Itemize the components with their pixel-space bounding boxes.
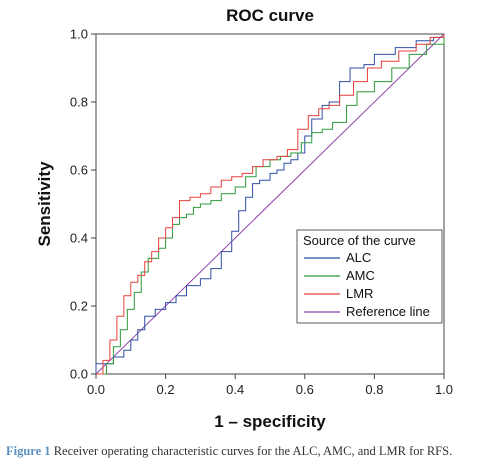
y-tick-label: 0.8 — [70, 95, 88, 110]
figure-label: Figure 1 — [6, 444, 51, 458]
legend: Source of the curve ALC AMC LMR Reference l… — [296, 229, 443, 324]
legend-title: Source of the curve — [303, 233, 416, 248]
x-tick-label: 0.6 — [296, 382, 314, 397]
x-tick-label: 0.8 — [365, 382, 383, 397]
figure-caption: Figure 1 Receiver operating characterist… — [6, 444, 486, 459]
x-tick-label: 0.4 — [226, 382, 244, 397]
y-tick-label: 1.0 — [70, 27, 88, 42]
series-amc-line — [96, 34, 445, 375]
roc-chart: ROC curve 0.0 0.2 0.4 0.6 0.8 1.0 0.0 0.2 0.4 0.6… — [35, 6, 453, 431]
y-tick-label: 0.6 — [70, 163, 88, 178]
x-tick-label: 0.0 — [87, 382, 105, 397]
series-lmr-line — [96, 34, 445, 375]
x-tick-label: 0.2 — [157, 382, 175, 397]
legend-label-alc: ALC — [346, 250, 371, 265]
y-axis-title: Sensitivity — [35, 161, 54, 247]
legend-label-lmr: LMR — [346, 286, 373, 301]
series-reference-line-line — [95, 33, 445, 375]
chart-title: ROC curve — [226, 6, 314, 25]
series-layer — [95, 33, 445, 375]
legend-label-reference-line: Reference line — [346, 304, 430, 319]
axis-ticks: 0.0 0.2 0.4 0.6 0.8 1.0 0.0 0.2 0.4 0.6 0.8 1.0 — [70, 27, 453, 398]
plot-frame — [95, 33, 445, 375]
x-axis-title: 1 – specificity — [214, 412, 326, 431]
y-tick-label: 0.0 — [70, 367, 88, 382]
series-alc-line — [95, 34, 445, 374]
x-tick-label: 1.0 — [435, 382, 453, 397]
legend-label-amc: AMC — [346, 268, 375, 283]
y-tick-label: 0.4 — [70, 231, 88, 246]
legend-items: ALC AMC LMR Reference line — [304, 250, 430, 319]
caption-text: Receiver operating characteristic curves… — [50, 444, 453, 458]
y-tick-label: 0.2 — [70, 299, 88, 314]
